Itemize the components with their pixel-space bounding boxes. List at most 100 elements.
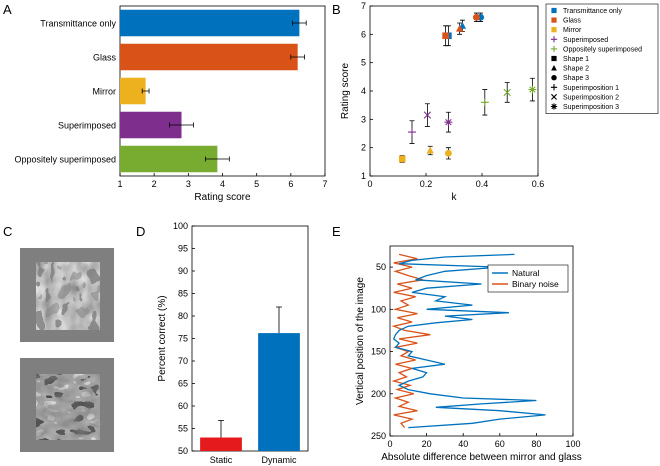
legend-label-shape-2: Shape 2 xyxy=(563,66,589,73)
y-tick-label-d: 80 xyxy=(178,311,188,321)
legend-label-binary-noise: Binary noise xyxy=(512,279,559,289)
panel-b-scatter-chart: 0 0.2 0.4 0.6 1 2 3 4 5 6 7 k Rating score Transmitta… xyxy=(340,1,659,203)
legend-marker-superimposition-3 xyxy=(550,103,558,110)
y-tick-label-d: 95 xyxy=(178,244,188,254)
panel-letter-e: E xyxy=(332,224,341,239)
point-glass-2 xyxy=(455,24,464,32)
y-tick-label-d: 75 xyxy=(178,334,188,344)
bar-glass xyxy=(120,43,298,71)
y-tick-label-d: 70 xyxy=(178,356,188,366)
legend-label-shape-3: Shape 3 xyxy=(563,75,589,82)
bar-oppositely-superimposed xyxy=(120,145,218,173)
line-binary-noise xyxy=(391,253,431,429)
legend-marker-superimposed xyxy=(550,36,558,43)
y-tick-label-e: 50 xyxy=(376,262,386,272)
panel-d-bar-chart: Static Dynamic 50 55 60 65 70 75 80 85 90 95 100 Perc… xyxy=(157,221,309,465)
category-label-superimposed: Superimposed xyxy=(58,121,116,131)
y-tick-label-b: 2 xyxy=(361,143,366,153)
category-label-mirror: Mirror xyxy=(93,87,117,97)
x-axis-label-e: Absolute difference between mirror and g… xyxy=(381,452,581,463)
point-mirror-1 xyxy=(398,155,406,163)
error-bar-static xyxy=(218,420,224,438)
legend-marker-transmittance-only xyxy=(551,7,557,14)
y-tick-label-e: 200 xyxy=(371,389,386,399)
legend-label-glass: Glass xyxy=(563,18,581,25)
x-tick-label-b: 0.4 xyxy=(476,179,489,189)
y-tick-label-b: 6 xyxy=(361,29,366,39)
y-tick-label-e: 150 xyxy=(371,347,386,357)
point-oppositely-superimposed-1 xyxy=(480,98,489,107)
legend-label-shape-1: Shape 1 xyxy=(563,56,589,63)
legend-label-superimposed: Superimposed xyxy=(563,37,608,44)
y-tick-label-d: 90 xyxy=(178,266,188,276)
y-tick-label-d: 100 xyxy=(173,221,188,231)
x-tick-label-a: 5 xyxy=(254,179,259,189)
x-tick-label-e: 80 xyxy=(531,439,541,449)
category-label-transmittance-only: Transmittance only xyxy=(40,19,116,29)
y-tick-label-d: 50 xyxy=(178,446,188,456)
x-tick-label-a: 3 xyxy=(186,179,191,189)
panel-letter-b: B xyxy=(332,2,341,17)
legend-label-transmittance-only: Transmittance only xyxy=(563,8,622,15)
point-mirror-2 xyxy=(426,146,434,154)
x-tick-label-e: 20 xyxy=(422,439,432,449)
x-tick-label-e: 60 xyxy=(495,439,505,449)
category-label-glass: Glass xyxy=(93,53,117,63)
line-natural xyxy=(392,253,546,429)
point-superimposed-3 xyxy=(444,118,453,127)
legend-label-mirror: Mirror xyxy=(563,27,582,34)
y-tick-label-b: 3 xyxy=(361,114,366,124)
y-tick-label-b: 1 xyxy=(361,171,366,181)
point-superimposed-2 xyxy=(423,111,432,119)
panel-e-line-chart: 0 20 40 60 80 100 50 100 150 200 250 Absolute diffe… xyxy=(355,245,582,463)
point-glass-3 xyxy=(472,13,480,21)
legend-marker-glass xyxy=(551,17,557,23)
axes-box-e xyxy=(389,245,574,437)
x-axis-label-b: k xyxy=(452,192,458,203)
y-tick-label-d: 60 xyxy=(178,401,188,411)
y-axis-label-e: Vertical position of the image xyxy=(355,277,366,405)
y-axis-label-b: Rating score xyxy=(340,62,351,119)
y-tick-label-e: 250 xyxy=(371,431,386,441)
legend-marker-superimposition-1 xyxy=(550,84,558,91)
panel-letter-c: C xyxy=(3,224,12,239)
y-tick-label-d: 55 xyxy=(178,424,188,434)
legend-label-superimposition-1: Superimposition 1 xyxy=(563,85,619,92)
panel-c-stimulus-images xyxy=(20,248,114,452)
point-superimposed-1 xyxy=(408,128,416,137)
y-tick-label-b: 4 xyxy=(361,86,366,96)
x-tick-label-a: 7 xyxy=(322,179,327,189)
panel-letter-d: D xyxy=(136,224,145,239)
legend-label-natural: Natural xyxy=(512,268,540,278)
point-mirror-3 xyxy=(444,149,452,157)
x-tick-label-b: 0.6 xyxy=(532,179,545,189)
legend-marker-shape-1 xyxy=(551,55,557,62)
point-oppositely-superimposed-3 xyxy=(528,85,537,94)
error-bar-glass xyxy=(290,54,305,60)
y-tick-label-d: 65 xyxy=(178,379,188,389)
axes-box-b xyxy=(369,5,539,177)
x-axis-label-a: Rating score xyxy=(194,192,251,203)
y-tick-label-b: 7 xyxy=(361,1,366,11)
legend-marker-shape-2 xyxy=(551,64,557,71)
bar-dynamic xyxy=(258,333,300,451)
x-tick-label-a: 6 xyxy=(288,179,293,189)
category-label-static: Static xyxy=(210,455,233,465)
legend-label-oppositely-superimposed: Oppositely superimposed xyxy=(563,46,642,53)
y-tick-label-d: 85 xyxy=(178,289,188,299)
x-tick-label-a: 1 xyxy=(117,179,122,189)
point-glass-1 xyxy=(442,32,449,40)
x-tick-label-b: 0 xyxy=(367,179,372,189)
bar-static xyxy=(200,437,242,451)
bar-transmittance-only xyxy=(120,9,300,37)
error-bar-mirror xyxy=(141,88,150,94)
category-label-oppositely-superimposed: Oppositely superimposed xyxy=(14,155,116,165)
point-oppositely-superimposed-2 xyxy=(503,88,511,97)
y-tick-label-e: 100 xyxy=(371,304,386,314)
legend-marker-oppositely-superimposed xyxy=(550,45,558,53)
x-tick-label-e: 40 xyxy=(458,439,468,449)
legend-marker-mirror xyxy=(551,27,557,33)
legend-marker-shape-3 xyxy=(551,74,557,81)
bar-mirror xyxy=(120,77,146,105)
